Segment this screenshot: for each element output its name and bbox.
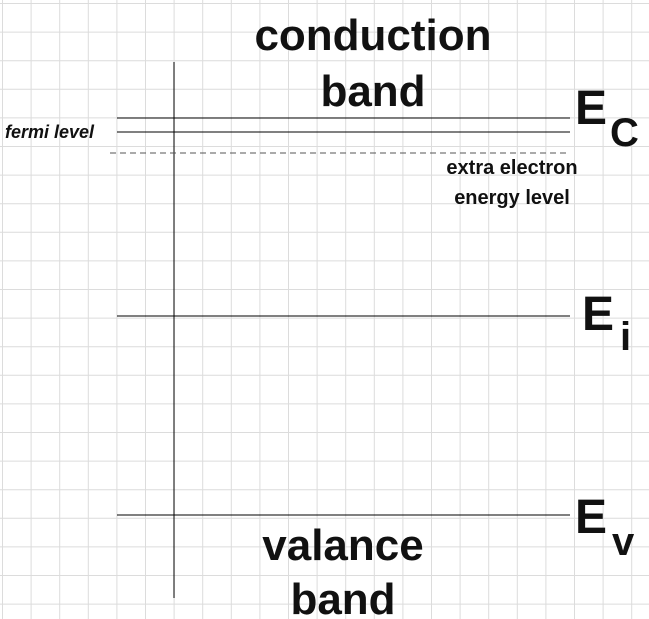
ev-subscript: v xyxy=(612,520,635,564)
ec-subscript: C xyxy=(610,111,639,155)
ei-label: E xyxy=(582,288,614,341)
ec-label: E xyxy=(575,82,607,135)
conduction-band-label: conduction xyxy=(254,11,491,60)
ev-label: E xyxy=(575,491,607,544)
valance-band-label: valance xyxy=(262,521,423,570)
ei-subscript: i xyxy=(620,315,631,359)
extra-electron-label-2: energy level xyxy=(454,187,570,209)
valance-band-label-2: band xyxy=(290,575,395,619)
fermi-level-label: fermi level xyxy=(5,122,95,142)
conduction-band-label-2: band xyxy=(320,67,425,116)
extra-electron-label: extra electron xyxy=(446,157,577,179)
